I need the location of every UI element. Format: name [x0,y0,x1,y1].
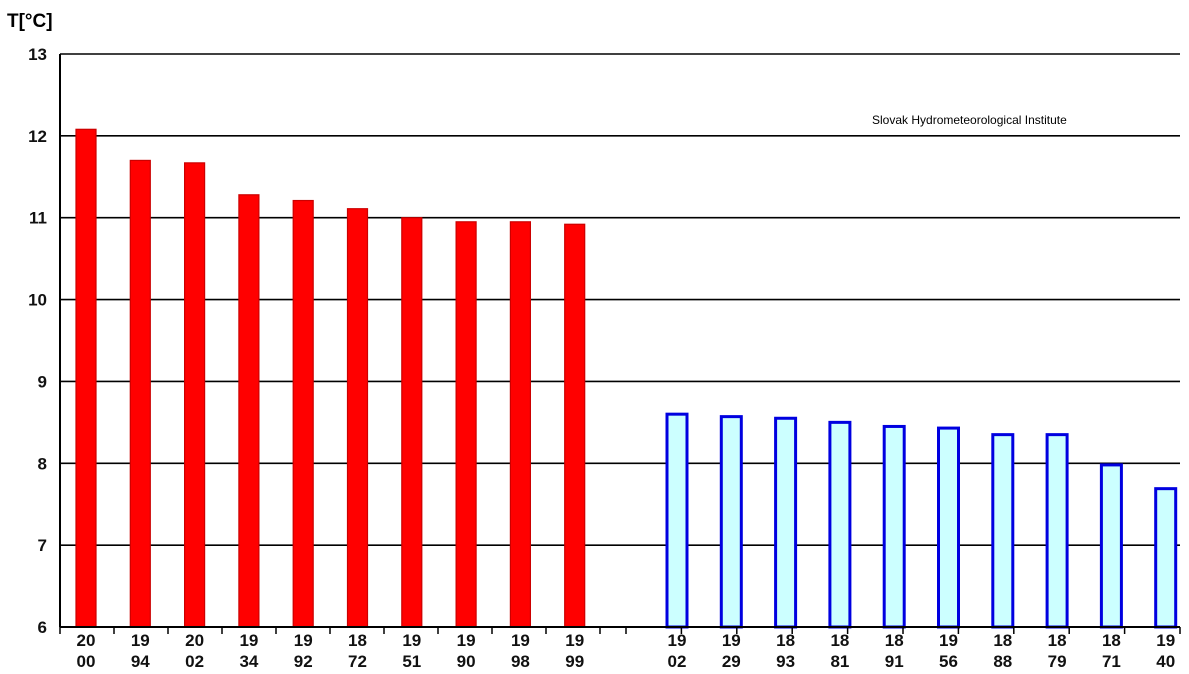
x-tick-label: 19 99 [565,631,584,671]
y-tick-label: 12 [28,127,47,146]
x-tick-label: 19 40 [1156,631,1175,671]
x-tick-label: 18 79 [1048,631,1067,671]
y-tick-label: 8 [38,454,47,473]
bar [665,412,689,629]
x-tick-label: 19 29 [722,631,741,671]
bar [509,221,531,628]
x-tick-label: 19 98 [511,631,530,671]
bar [1154,487,1178,629]
y-tick-label: 6 [38,618,47,637]
x-tick-label: 18 93 [776,631,795,671]
x-tick-label: 19 34 [239,631,258,671]
y-tick-label: 11 [29,209,47,228]
x-tick-label: 18 71 [1102,631,1121,671]
bar [401,217,423,628]
source-annotation: Slovak Hydrometeorological Institute [872,113,1067,127]
bar [564,223,586,628]
bar [129,159,151,628]
x-tick-label: 20 00 [77,631,96,671]
x-tick-label: 18 81 [830,631,849,671]
x-tick-label: 18 91 [885,631,904,671]
x-tick-label: 19 92 [294,631,313,671]
bar [774,416,798,629]
x-tick-labels: 20 00 19 94 20 02 19 34 19 92 18 72 19 51 19 90 19 98 19 99… [59,627,1181,671]
bar [937,426,960,629]
bars [75,128,1178,629]
x-tick-label: 19 51 [402,631,421,671]
bar [184,162,206,628]
x-tick-label: 18 88 [993,631,1012,671]
bar [828,420,852,629]
x-tick-label: 18 72 [348,631,367,671]
bar [719,415,743,629]
bar [991,433,1015,629]
bar [1045,433,1069,629]
bar [292,199,314,628]
y-axis-label: T[°C] [7,11,53,32]
bar [1099,463,1123,629]
bar [346,208,369,628]
y-tick-label: 9 [38,372,47,391]
y-tick-labels: 6 7 8 9 10 11 12 13 [28,45,47,637]
bar [238,194,260,628]
y-tick-label: 13 [28,45,47,64]
x-tick-label: 19 94 [131,631,150,671]
x-tick-label: 19 90 [457,631,476,671]
bar [882,424,906,629]
bar [455,221,477,628]
y-tick-label: 10 [28,291,47,310]
x-tick-label: 19 56 [939,631,958,671]
bar [75,128,97,628]
x-tick-label: 19 02 [668,631,687,671]
y-tick-label: 7 [38,536,47,555]
x-tick-label: 20 02 [185,631,204,671]
